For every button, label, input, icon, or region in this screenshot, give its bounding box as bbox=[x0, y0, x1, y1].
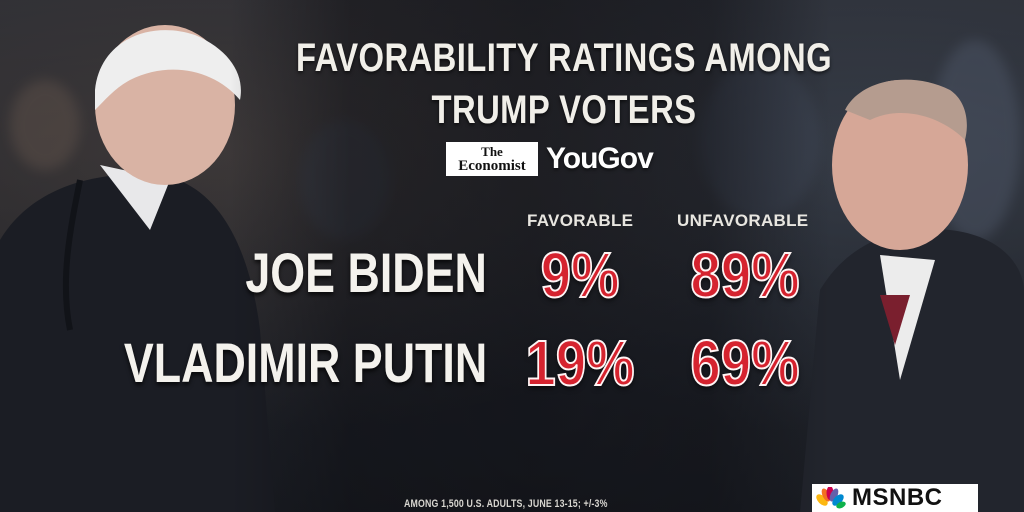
yougov-logo: YouGov bbox=[546, 142, 654, 175]
title-line-2: TRUMP VOTERS bbox=[431, 88, 697, 132]
peacock-icon bbox=[816, 487, 846, 509]
text-backdrop bbox=[230, 0, 830, 512]
row-name-biden: JOE BIDEN bbox=[245, 241, 487, 304]
left-person-figure bbox=[0, 25, 275, 512]
background-crowd bbox=[10, 80, 80, 170]
putin-favorable-value: 19% bbox=[525, 326, 636, 400]
economist-logo: The Economist bbox=[446, 142, 538, 176]
economist-logo-line2: Economist bbox=[458, 158, 526, 174]
biden-favorable-value: 9% bbox=[540, 238, 620, 312]
source-logos: The Economist YouGov bbox=[446, 141, 654, 177]
row-name-putin: VLADIMIR PUTIN bbox=[123, 331, 487, 394]
right-person-figure bbox=[800, 79, 1024, 512]
title-line-1: FAVORABILITY RATINGS AMONG bbox=[295, 36, 833, 80]
network-name: MSNBC bbox=[852, 484, 943, 511]
msnbc-bug: MSNBC bbox=[812, 484, 978, 512]
survey-footnote: AMONG 1,500 U.S. ADULTS, JUNE 13-15; +/-… bbox=[404, 498, 608, 510]
biden-unfavorable-value: 89% bbox=[690, 238, 801, 312]
economist-logo-line1: The bbox=[481, 144, 503, 159]
column-header-unfavorable: UNFAVORABLE bbox=[677, 211, 809, 230]
putin-unfavorable-value: 69% bbox=[690, 326, 801, 400]
column-header-favorable: FAVORABLE bbox=[527, 211, 634, 230]
